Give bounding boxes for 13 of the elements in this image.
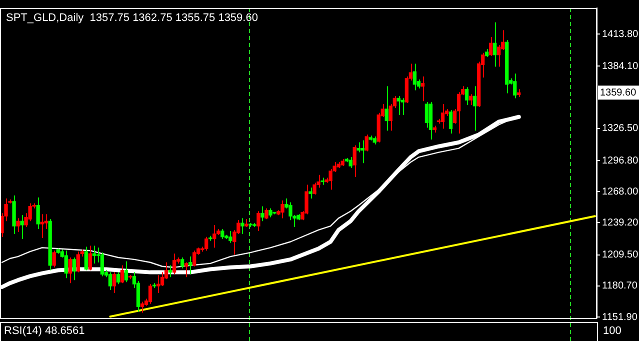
text: 100 (603, 325, 622, 338)
chart-title: SPT_GLD,Daily 1357.75 1362.75 1355.75 1359.60 (6, 12, 258, 24)
y-tick-label: 1384.10 (602, 60, 639, 72)
y-tick-label: 1413.80 (602, 28, 639, 40)
y-tick-label: 1180.70 (602, 280, 638, 292)
y-tick-label: 1296.80 (602, 155, 639, 166)
annotation: 1359.60 (600, 87, 637, 98)
y-tick-label: 1151.90 (602, 312, 638, 323)
y-tick-label: 1209.50 (602, 250, 639, 261)
y-tick-label: 1268.00 (602, 186, 639, 198)
text: RSI(14) 48.6561 (4, 325, 85, 338)
y-tick-label: 1239.20 (602, 217, 639, 228)
y-tick-label: 1326.50 (602, 123, 639, 134)
